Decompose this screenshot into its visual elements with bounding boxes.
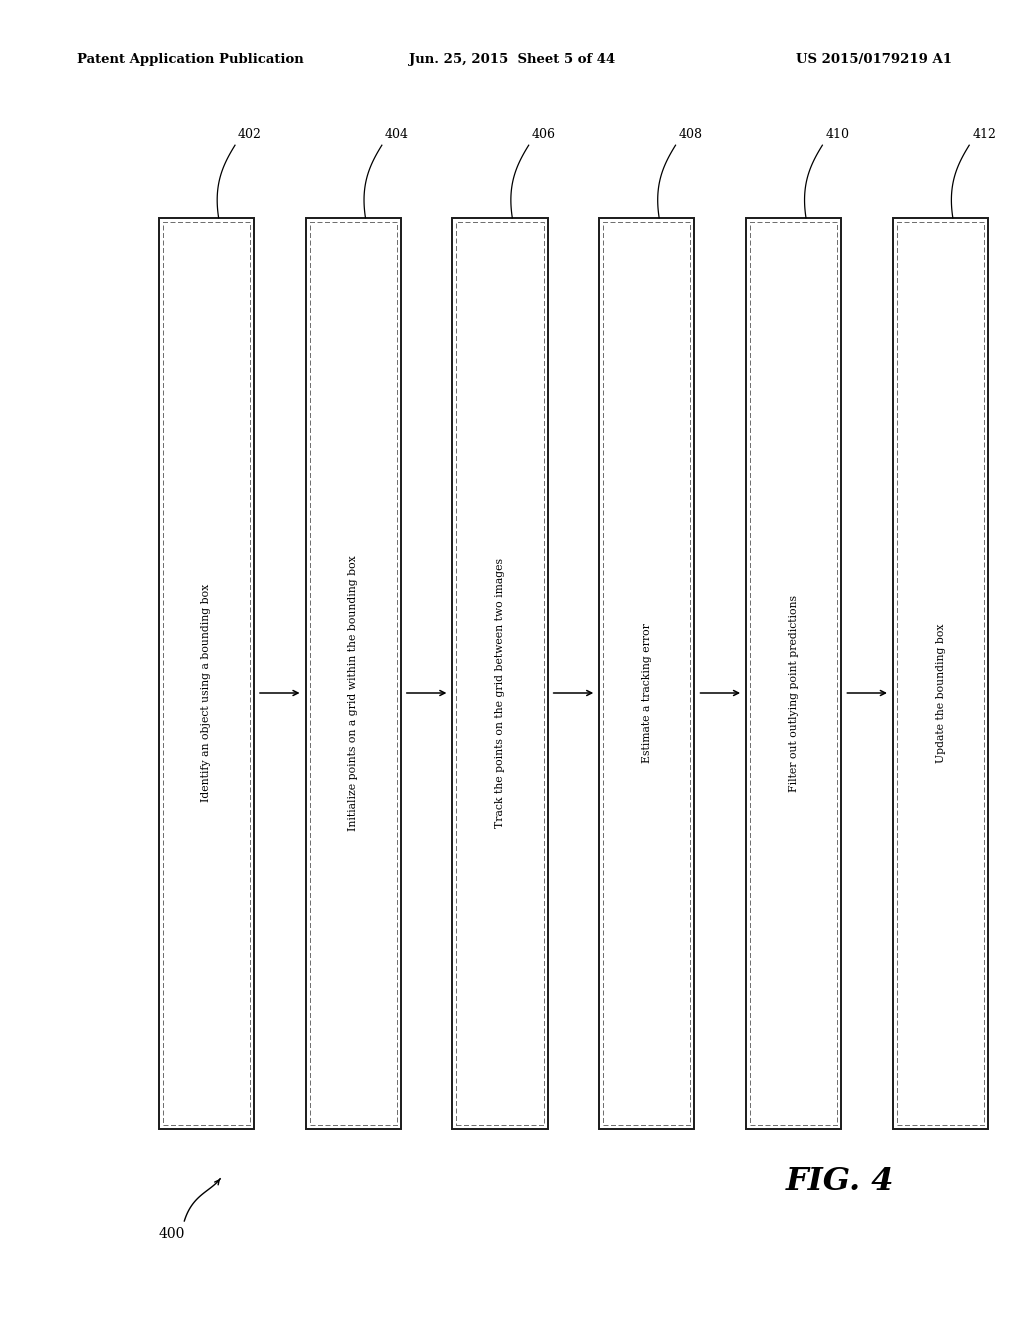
Text: Update the bounding box: Update the bounding box bbox=[936, 623, 945, 763]
Text: Patent Application Publication: Patent Application Publication bbox=[77, 53, 303, 66]
Text: 412: 412 bbox=[972, 128, 996, 141]
Text: 408: 408 bbox=[679, 128, 702, 141]
Bar bbox=[746, 218, 842, 1129]
Text: Estimate a tracking error: Estimate a tracking error bbox=[642, 623, 652, 763]
Bar bbox=[603, 222, 690, 1125]
Text: 402: 402 bbox=[238, 128, 262, 141]
Bar bbox=[305, 218, 400, 1129]
Text: Initialize points on a grid within the bounding box: Initialize points on a grid within the b… bbox=[348, 556, 358, 830]
Text: Identify an object using a bounding box: Identify an object using a bounding box bbox=[202, 583, 211, 803]
Text: 404: 404 bbox=[385, 128, 409, 141]
Bar bbox=[309, 222, 396, 1125]
Text: Track the points on the grid between two images: Track the points on the grid between two… bbox=[495, 558, 505, 828]
Bar bbox=[163, 222, 250, 1125]
Bar bbox=[159, 218, 254, 1129]
Bar bbox=[599, 218, 694, 1129]
Text: US 2015/0179219 A1: US 2015/0179219 A1 bbox=[797, 53, 952, 66]
Bar bbox=[751, 222, 838, 1125]
Text: 410: 410 bbox=[825, 128, 850, 141]
Bar bbox=[893, 218, 988, 1129]
Text: FIG. 4: FIG. 4 bbox=[785, 1166, 894, 1197]
Text: 406: 406 bbox=[531, 128, 556, 141]
Text: 400: 400 bbox=[159, 1228, 185, 1241]
Text: Filter out outlying point predictions: Filter out outlying point predictions bbox=[788, 594, 799, 792]
Bar bbox=[453, 218, 548, 1129]
Text: Jun. 25, 2015  Sheet 5 of 44: Jun. 25, 2015 Sheet 5 of 44 bbox=[409, 53, 615, 66]
Bar bbox=[457, 222, 544, 1125]
Bar bbox=[897, 222, 984, 1125]
